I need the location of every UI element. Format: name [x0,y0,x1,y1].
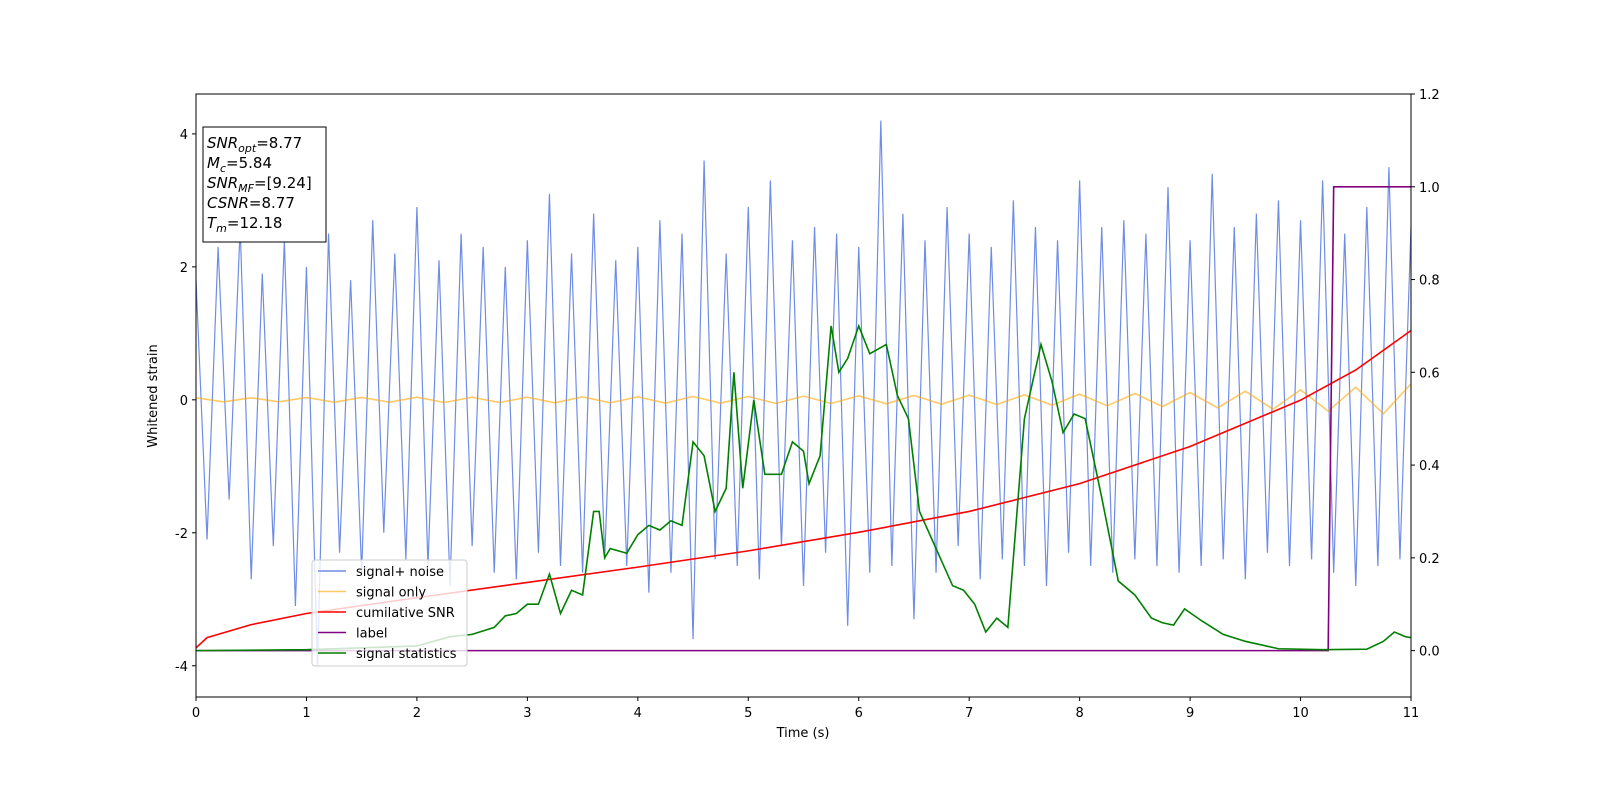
legend-label: cumilative SNR [356,606,455,621]
annotation-text: =[9.24] [254,174,312,192]
y2-tick-label: 1.2 [1419,88,1440,103]
annotation-sub: MF [238,182,254,195]
x-axis-label: Time (s) [776,726,830,741]
annotation-sub: m [216,222,227,235]
x-tick-label: 3 [523,706,531,721]
legend-label: signal only [356,586,426,601]
y-tick-label: -4 [175,660,188,675]
annotation-sub: opt [238,142,257,155]
annotation: Tm=12.18 [207,214,282,235]
annotation-name: SNR [207,134,238,152]
annotation-sub: c [220,162,226,175]
series-line [196,185,1411,652]
y-tick-label: 4 [180,128,188,143]
annotation-name: SNR [207,174,238,192]
annotation: Mc=5.84 [207,154,272,175]
annotation-text: =5.84 [226,154,272,172]
annotation: SNRopt=8.77 [207,134,302,155]
legend-box [311,559,468,667]
annotation-name: M [207,154,220,172]
y2-tick-label: 0.8 [1419,274,1440,289]
y2-tick-label: 0.0 [1419,645,1440,660]
y2-tick-label: 0.6 [1419,366,1440,381]
x-tick-label: 2 [413,706,421,721]
x-tick-label: 4 [634,706,642,721]
y-axis-label: Whitened strain [146,344,161,447]
x-tick-label: 5 [744,706,752,721]
annotation-name: CSNR [207,194,249,212]
series-line [196,120,1411,666]
annotation-name: T [207,214,218,232]
x-tick-label: 11 [1403,706,1420,721]
annotation-text: =8.77 [249,194,295,212]
y2-tick-label: 1.0 [1419,181,1440,196]
y-tick-label: 0 [180,394,188,409]
annotation: CSNR=8.77 [207,194,295,212]
annotation-box [202,126,327,243]
legend-label: label [356,627,387,642]
x-tick-label: 1 [302,706,310,721]
x-tick-label: 7 [965,706,973,721]
annotation-text: =8.77 [256,134,302,152]
legend-label: signal statistics [356,647,457,662]
series-line [196,383,1411,415]
legend-label: signal+ noise [356,565,444,580]
x-tick-label: 0 [192,706,200,721]
series-line [196,323,1411,652]
x-tick-label: 9 [1186,706,1194,721]
x-tick-label: 8 [1075,706,1083,721]
x-tick-label: 10 [1292,706,1309,721]
annotation-text: =12.18 [227,214,283,232]
y2-tick-label: 0.4 [1419,459,1440,474]
annotation: SNRMF=[9.24] [207,174,312,195]
plot-frame [195,93,1412,698]
series-line [196,329,1411,649]
y-tick-label: -2 [175,527,188,542]
y2-tick-label: 0.2 [1419,552,1440,567]
y-tick-label: 2 [180,261,188,276]
x-tick-label: 6 [855,706,863,721]
